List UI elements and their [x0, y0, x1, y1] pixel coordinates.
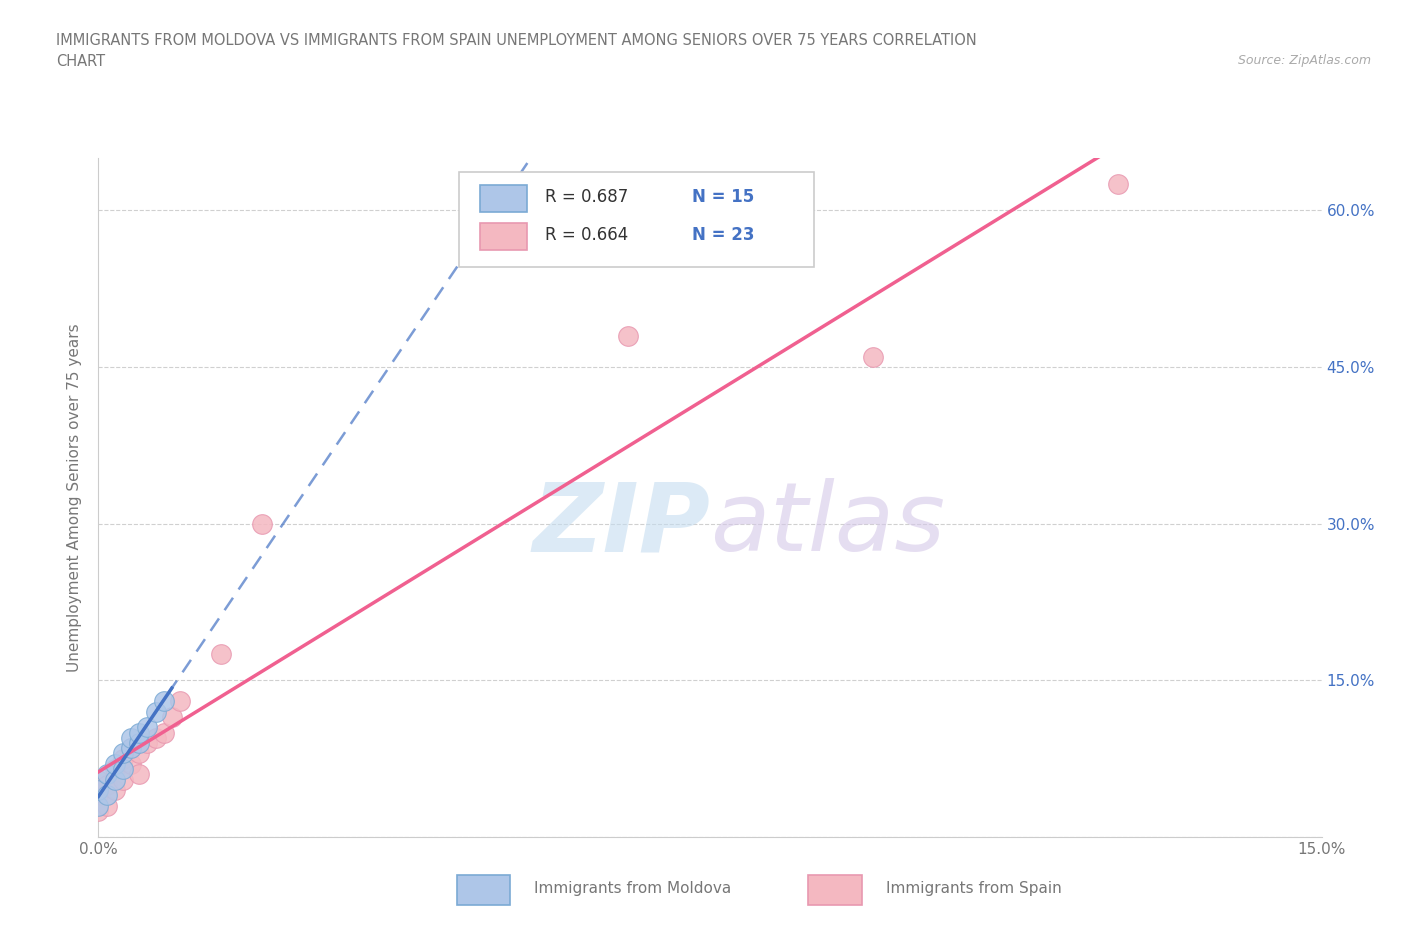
- Point: [96, 777, 118, 792]
- Point: [1107, 177, 1129, 192]
- Point: [152, 694, 174, 709]
- Text: IMMIGRANTS FROM MOLDOVA VS IMMIGRANTS FROM SPAIN UNEMPLOYMENT AMONG SENIORS OVER: IMMIGRANTS FROM MOLDOVA VS IMMIGRANTS FR…: [56, 33, 977, 47]
- Point: [104, 756, 127, 771]
- Text: atlas: atlas: [710, 478, 945, 571]
- Point: [120, 741, 142, 756]
- Point: [136, 736, 159, 751]
- Point: [87, 804, 110, 818]
- Text: Source: ZipAtlas.com: Source: ZipAtlas.com: [1237, 54, 1371, 67]
- Point: [111, 762, 134, 777]
- Point: [145, 730, 167, 745]
- Point: [111, 746, 134, 761]
- Point: [87, 798, 110, 813]
- Point: [209, 646, 232, 661]
- Text: N = 15: N = 15: [692, 189, 754, 206]
- Text: R = 0.687: R = 0.687: [546, 189, 628, 206]
- Text: ZIP: ZIP: [531, 478, 710, 571]
- Text: CHART: CHART: [56, 54, 105, 69]
- Point: [111, 772, 134, 787]
- Point: [145, 704, 167, 719]
- Point: [250, 516, 273, 531]
- Point: [87, 772, 110, 787]
- Point: [617, 328, 640, 343]
- Point: [96, 798, 118, 813]
- Point: [120, 741, 142, 756]
- Point: [136, 720, 159, 735]
- Point: [862, 349, 884, 364]
- FancyBboxPatch shape: [460, 172, 814, 267]
- Point: [152, 725, 174, 740]
- Point: [111, 751, 134, 766]
- Point: [87, 788, 110, 803]
- Point: [169, 694, 191, 709]
- Text: N = 23: N = 23: [692, 226, 754, 244]
- Point: [160, 710, 183, 724]
- Point: [128, 767, 150, 782]
- Point: [96, 788, 118, 803]
- FancyBboxPatch shape: [479, 185, 526, 212]
- Point: [120, 756, 142, 771]
- Point: [104, 762, 127, 777]
- Point: [120, 730, 142, 745]
- Y-axis label: Unemployment Among Seniors over 75 years: Unemployment Among Seniors over 75 years: [67, 324, 83, 671]
- Point: [87, 782, 110, 797]
- Point: [128, 736, 150, 751]
- Point: [104, 782, 127, 797]
- Text: Immigrants from Spain: Immigrants from Spain: [886, 881, 1062, 896]
- Point: [128, 746, 150, 761]
- Text: R = 0.664: R = 0.664: [546, 226, 628, 244]
- FancyBboxPatch shape: [479, 222, 526, 250]
- Point: [104, 772, 127, 787]
- Point: [128, 725, 150, 740]
- Point: [96, 767, 118, 782]
- Text: Immigrants from Moldova: Immigrants from Moldova: [534, 881, 731, 896]
